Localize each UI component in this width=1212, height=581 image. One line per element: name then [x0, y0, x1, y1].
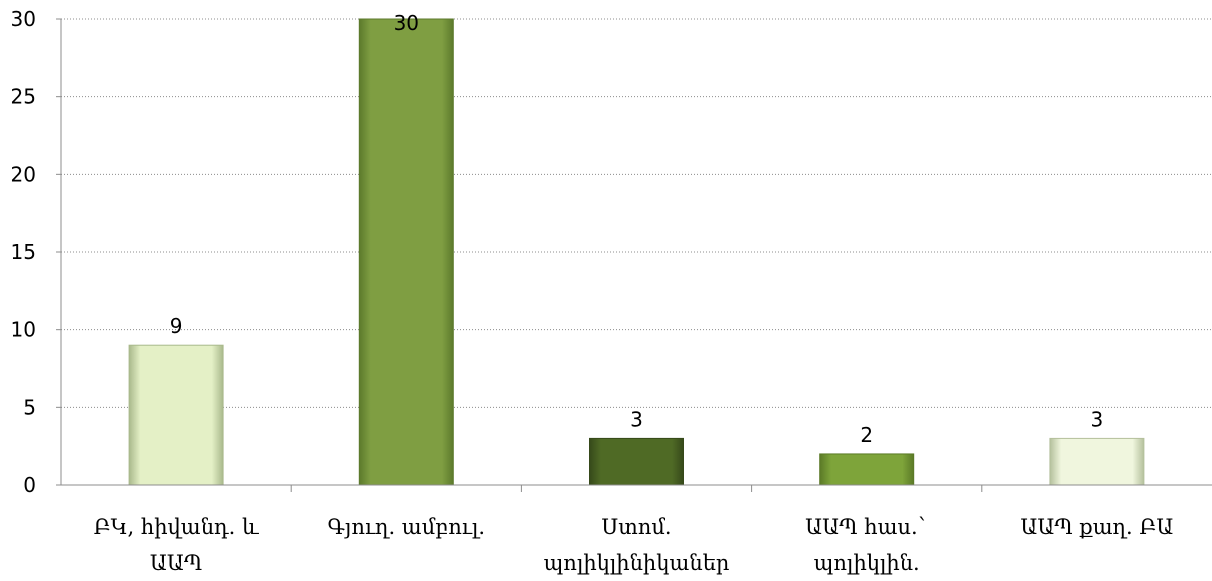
- bar: [358, 18, 454, 486]
- data-label: 30: [394, 11, 419, 35]
- x-tick-label: ԱԱՊ քաղ. ԲԱ: [1020, 515, 1173, 539]
- data-label: 2: [860, 423, 873, 447]
- data-label: 9: [170, 314, 183, 338]
- y-tick-label: 0: [23, 473, 36, 497]
- data-label: 3: [1091, 407, 1104, 431]
- x-tick-label: պոլիկլին.: [814, 551, 920, 575]
- bars: [128, 18, 1145, 486]
- y-tick-label: 5: [23, 395, 36, 419]
- x-tick-label: Ստոմ.: [601, 515, 671, 539]
- data-label: 3: [630, 407, 643, 431]
- y-tick-label: 30: [11, 7, 36, 31]
- gridlines: [61, 18, 1212, 408]
- bar: [1049, 437, 1145, 486]
- x-tick-label: պոլիկլինիկաներ: [544, 551, 730, 575]
- labels: 0 5 10 15 20 25 30 9 ԲԿ, հիվանդ. և ԱԱՊ 30 Գյուղ. ամ…: [11, 7, 1174, 575]
- bar: [589, 437, 684, 486]
- y-tick-label: 10: [11, 318, 36, 342]
- axes: [56, 18, 1212, 492]
- bar: [819, 453, 915, 486]
- bar: [128, 344, 224, 486]
- x-tick-label: Գյուղ. ամբուլ.: [328, 515, 486, 539]
- y-tick-label: 20: [11, 162, 36, 186]
- y-tick-label: 25: [11, 85, 36, 109]
- x-tick-label: ԲԿ, հիվանդ. և: [94, 515, 259, 539]
- y-tick-label: 15: [11, 240, 36, 264]
- x-tick-label: ԱԱՊ հաս.`: [805, 515, 928, 539]
- x-tick-label: ԱԱՊ: [150, 551, 202, 575]
